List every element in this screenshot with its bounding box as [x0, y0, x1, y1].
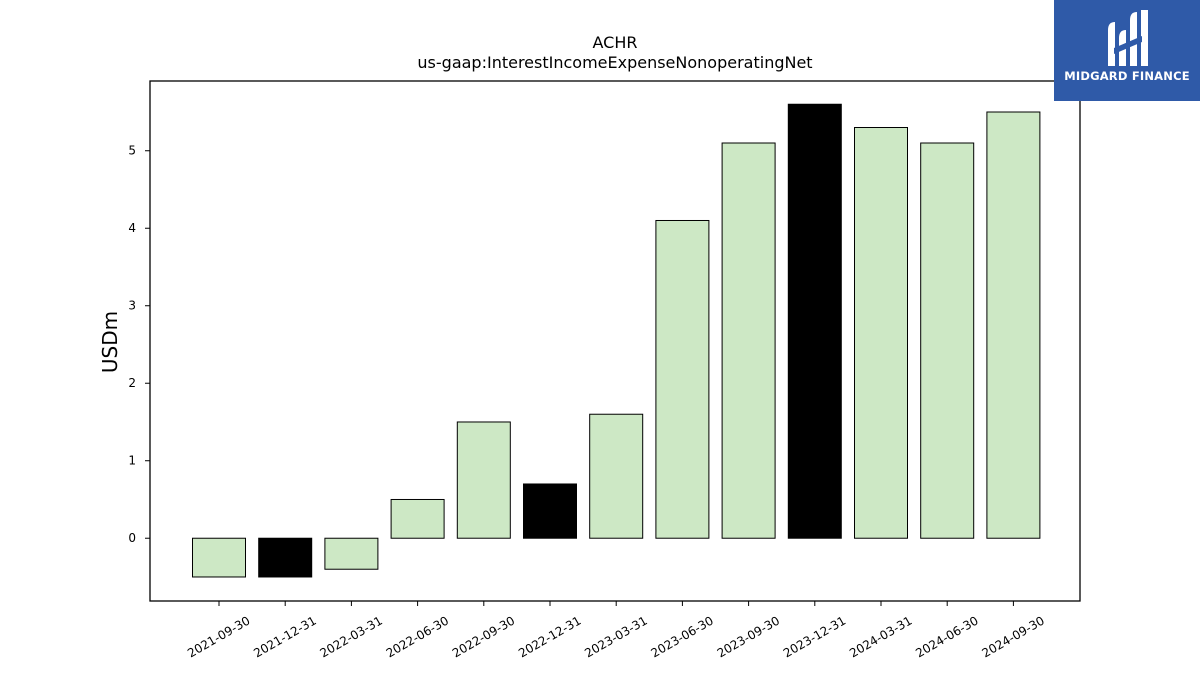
chart-title: ACHR — [593, 33, 638, 52]
x-tick-label: 2023-09-30 — [715, 613, 782, 660]
x-tick-label: 2024-06-30 — [913, 613, 980, 660]
bar-2022-09-30 — [456, 421, 511, 539]
plot-frame — [149, 80, 1081, 602]
bar-2022-06-30 — [390, 498, 445, 539]
y-tick-label: 3 — [128, 299, 136, 313]
midgard-finance-logo: MIDGARD FINANCE — [1054, 0, 1200, 101]
y-axis-label: USDm — [98, 311, 122, 373]
y-tick-label: 4 — [128, 221, 136, 235]
bar-2023-09-30 — [721, 142, 776, 539]
y-tick-label: 0 — [128, 531, 136, 545]
x-tick-label: 2022-06-30 — [384, 613, 451, 660]
bar-2023-12-31 — [787, 103, 842, 539]
x-tick-label: 2023-03-31 — [582, 613, 649, 660]
bar-2024-09-30 — [986, 111, 1041, 539]
bar-2024-03-31 — [854, 127, 908, 539]
bar-2024-06-30 — [920, 142, 975, 539]
bar-2022-12-31 — [523, 483, 577, 539]
x-tick-label: 2022-12-31 — [516, 613, 583, 660]
y-tick-label: 1 — [128, 454, 136, 468]
x-tick-label: 2023-06-30 — [648, 613, 715, 660]
x-tick-label: 2023-12-31 — [781, 613, 848, 660]
logo-text: MIDGARD FINANCE — [1064, 69, 1190, 83]
x-tick-label: 2021-12-31 — [251, 613, 318, 660]
x-tick-label: 2024-09-30 — [979, 613, 1046, 660]
bar-2022-03-31 — [324, 537, 379, 570]
bar-2021-12-31 — [258, 537, 313, 578]
bar-2023-06-30 — [655, 219, 710, 539]
bar-2023-03-31 — [589, 413, 644, 539]
x-tick-label: 2021-09-30 — [185, 613, 252, 660]
x-tick-label: 2022-09-30 — [450, 613, 517, 660]
bar-2021-09-30 — [192, 537, 246, 578]
x-tick-label: 2022-03-31 — [317, 613, 384, 660]
chart-subtitle: us-gaap:InterestIncomeExpenseNonoperatin… — [417, 53, 812, 72]
midgard-logo-icon — [1108, 10, 1148, 66]
y-tick-label: 5 — [128, 144, 136, 158]
x-tick-label: 2024-03-31 — [847, 613, 914, 660]
y-tick-label: 2 — [128, 376, 136, 390]
